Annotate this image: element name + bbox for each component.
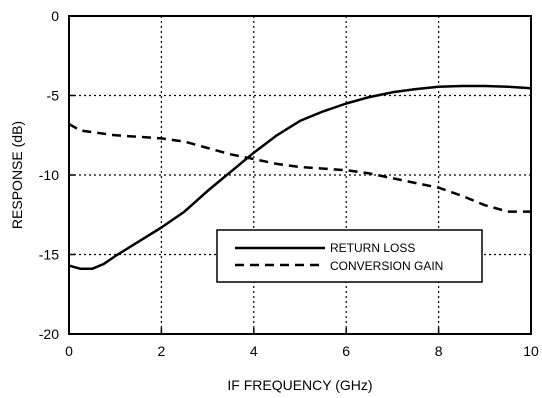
x-tick-label: 10 <box>523 343 539 359</box>
x-tick-label: 6 <box>342 343 350 359</box>
y-tick-label: 0 <box>51 8 59 24</box>
y-tick-label: -5 <box>47 88 60 104</box>
grid <box>69 16 531 334</box>
legend: RETURN LOSS CONVERSION GAIN <box>216 229 483 283</box>
legend-label-return-loss: RETURN LOSS <box>330 241 415 255</box>
y-tick-label: -10 <box>39 167 59 183</box>
y-tick-label: -15 <box>39 247 59 263</box>
legend-box <box>216 229 483 283</box>
series-group <box>68 84 532 271</box>
series-line-conversion-gain <box>68 123 531 213</box>
x-tick-label: 0 <box>65 343 73 359</box>
axis-ticks: 0 2 4 6 8 10 0 -5 -10 -15 -20 <box>39 8 539 359</box>
legend-label-conversion-gain: CONVERSION GAIN <box>330 259 443 273</box>
series-line-return-loss <box>68 84 532 271</box>
x-tick-label: 4 <box>250 343 258 359</box>
x-tick-label: 8 <box>435 343 443 359</box>
x-tick-label: 2 <box>158 343 166 359</box>
x-axis-label: IF FREQUENCY (GHz) <box>227 377 372 393</box>
y-tick-label: -20 <box>39 326 59 342</box>
y-axis-label: RESPONSE (dB) <box>9 121 25 229</box>
